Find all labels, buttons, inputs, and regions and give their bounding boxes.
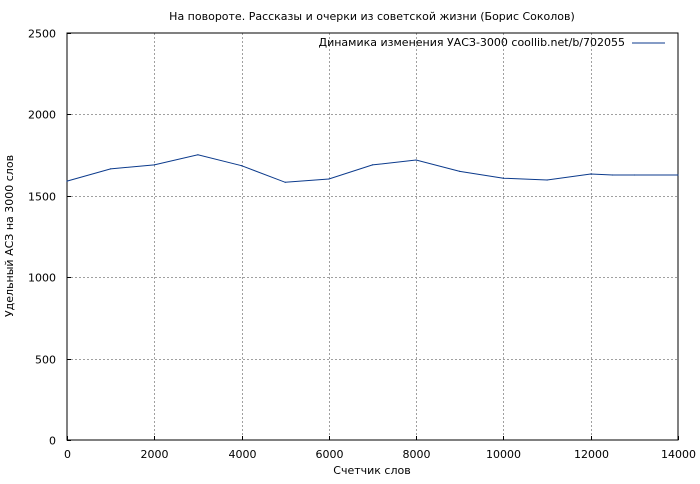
data-point [110,168,112,170]
data-point [677,174,679,176]
data-point [371,164,374,166]
y-tick-label: 500 [35,354,56,367]
y-tick-label: 2000 [28,109,56,122]
legend: Динамика изменения УАСЗ-3000 coollib.net… [319,36,665,49]
x-tick-label: 12000 [574,448,609,461]
plot-frame [66,32,679,441]
data-point [284,181,286,183]
data-point [459,170,461,172]
y-tick-label: 2500 [28,28,56,41]
x-tick-label: 0 [64,448,71,461]
x-tick-label: 8000 [403,448,431,461]
series-line [66,154,678,183]
x-tick-label: 4000 [229,448,257,461]
y-tick-label: 0 [49,435,56,448]
y-axis-ticks: 0 500 1000 1500 2000 2500 [28,28,71,448]
data-point [633,174,636,176]
y-tick-label: 1000 [28,272,56,285]
data-point [546,179,548,181]
data-point [590,173,592,175]
data-point [502,177,504,179]
data-point [153,164,155,166]
x-tick-label: 2000 [141,448,169,461]
y-tick-label: 1500 [28,191,56,204]
data-point [66,180,68,182]
x-axis-label: Счетчик слов [333,464,410,477]
data-point [611,174,614,176]
series-layer [66,154,679,183]
x-tick-label: 10000 [486,448,521,461]
data-point [328,178,330,180]
legend-label: Динамика изменения УАСЗ-3000 coollib.net… [319,36,626,49]
chart-title: На повороте. Рассказы и очерки из советс… [169,10,575,23]
x-axis-ticks: 0 2000 4000 6000 8000 10000 12000 14000 [64,436,696,461]
x-tick-label: 6000 [316,448,344,461]
data-point [197,154,199,156]
data-point [241,165,243,167]
x-tick-label: 14000 [661,448,696,461]
y-axis-label: Удельный АСЗ на 3000 слов [3,155,16,317]
grid [67,33,678,440]
data-point [415,159,417,161]
